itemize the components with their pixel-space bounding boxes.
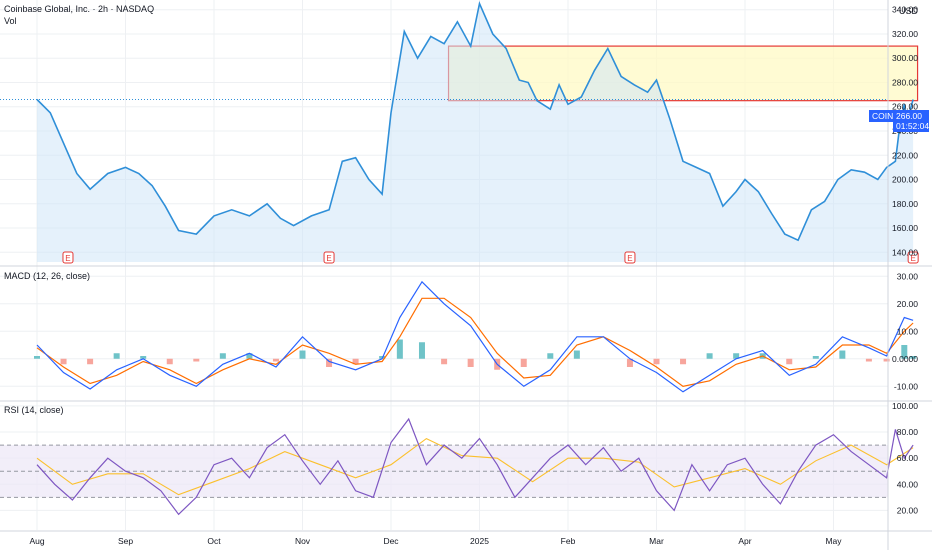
price-badge: 266.00 (893, 110, 929, 122)
y-tick-label: 20.00 (897, 505, 919, 515)
macd-histogram-bar (352, 358, 359, 365)
earnings-marker-label: E (65, 254, 70, 263)
y-tick-label: 20.00 (897, 299, 919, 309)
macd-pane[interactable] (34, 280, 917, 393)
y-tick-label: 340.00 (892, 5, 918, 15)
countdown-badge: 01:52:04 (893, 120, 929, 132)
currency-label[interactable]: USD (899, 6, 919, 16)
y-tick-label: 10.00 (897, 326, 919, 336)
macd-histogram-bar (901, 345, 908, 359)
x-tick-label: 2025 (470, 536, 489, 546)
macd-histogram-bar (573, 350, 580, 359)
macd-signal-line (36, 297, 914, 387)
x-tick-label: Apr (738, 536, 751, 546)
macd-histogram-bar (441, 358, 448, 365)
y-tick-label: 60.00 (897, 453, 919, 463)
y-tick-label: 30.00 (897, 271, 919, 281)
macd-histogram-bar (883, 358, 890, 362)
x-tick-label: Feb (561, 536, 576, 546)
macd-line (36, 280, 914, 393)
macd-histogram-bar (219, 353, 226, 359)
macd-histogram-bar (865, 358, 872, 362)
y-tick-label: 0.0000 (892, 354, 918, 364)
macd-histogram-bar (34, 356, 40, 359)
y-tick-label: 100.00 (892, 401, 918, 411)
y-tick-label: 140.00 (892, 247, 918, 257)
macd-histogram-bar (839, 350, 846, 359)
x-tick-label: Sep (118, 536, 133, 546)
y-tick-label: 160.00 (892, 223, 918, 233)
y-tick-label: 260.00 (892, 102, 918, 112)
price-area (37, 3, 914, 262)
macd-histogram-bar (140, 356, 147, 359)
macd-histogram-bar (396, 339, 403, 359)
macd-histogram-bar (626, 358, 633, 367)
y-tick-label: 300.00 (892, 53, 918, 63)
earnings-marker-label: E (627, 254, 632, 263)
y-tick-label: 220.00 (892, 150, 918, 160)
y-tick-label: -10.00 (894, 381, 918, 391)
macd-histogram-bar (113, 353, 120, 359)
earnings-marker (907, 251, 919, 264)
macd-histogram-bar (706, 353, 713, 359)
x-tick-label: Aug (29, 536, 44, 546)
rsi-pane[interactable] (0, 417, 914, 516)
macd-histogram-bar (418, 342, 425, 359)
price-line (36, 0, 914, 242)
macd-histogram-bar (299, 350, 306, 359)
macd-histogram-bar (467, 358, 474, 367)
y-tick-label: 80.00 (897, 427, 919, 437)
earnings-marker (624, 251, 636, 264)
rsi-line (36, 417, 914, 516)
y-tick-label: 180.00 (892, 199, 918, 209)
macd-histogram-bar (786, 358, 793, 365)
rsi-label[interactable]: RSI (14, close) (4, 405, 64, 415)
x-tick-label: Dec (383, 536, 399, 546)
macd-histogram-bar (246, 353, 253, 359)
x-tick-label: Oct (207, 536, 221, 546)
x-tick-label: Nov (295, 536, 311, 546)
earnings-marker (323, 251, 335, 264)
macd-histogram-bar (812, 356, 819, 359)
macd-histogram-bar (166, 358, 173, 365)
macd-histogram-bar (60, 358, 67, 365)
macd-histogram-bar (547, 353, 554, 359)
y-tick-label: 40.00 (897, 479, 919, 489)
y-tick-label: 200.00 (892, 175, 918, 185)
macd-histogram-bar (193, 358, 200, 362)
earnings-marker-label: E (910, 254, 915, 263)
macd-histogram-bar (272, 358, 279, 362)
volume-label: Vol (4, 16, 17, 26)
x-tick-label: May (825, 536, 842, 546)
macd-histogram-bar (733, 353, 740, 359)
ticker-badge: COIN (869, 110, 897, 122)
macd-label[interactable]: MACD (12, 26, close) (4, 271, 91, 281)
earnings-marker-label: E (326, 254, 331, 263)
symbol-title[interactable]: Coinbase Global, Inc. · 2h · NASDAQ (4, 4, 155, 14)
rsi-ma-line (36, 437, 914, 496)
y-tick-label: 280.00 (892, 77, 918, 87)
earnings-marker (62, 251, 74, 264)
macd-histogram-bar (520, 358, 527, 367)
macd-histogram-bar (87, 358, 94, 365)
x-tick-label: Mar (649, 536, 664, 546)
macd-histogram-bar (910, 356, 917, 359)
y-tick-label: 320.00 (892, 29, 918, 39)
macd-histogram-bar (680, 358, 687, 365)
macd-histogram-bar (326, 358, 333, 367)
macd-histogram-bar (653, 358, 660, 365)
